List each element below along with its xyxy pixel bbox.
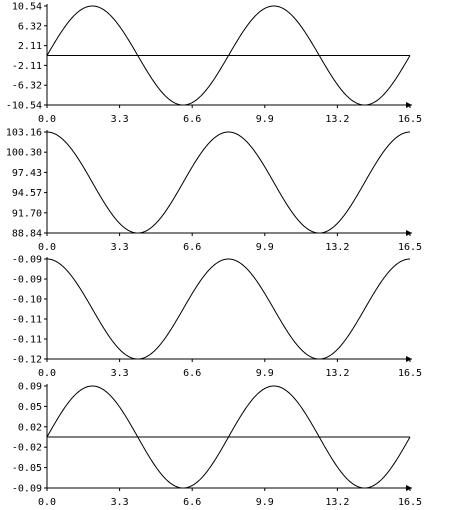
- y-tick-label: -0.02: [12, 443, 42, 454]
- y-tick-label: 97.43: [12, 168, 42, 179]
- x-tick-label: 16.5: [398, 497, 422, 508]
- x-tick-label: 0.0: [38, 368, 56, 379]
- y-tick-label: 6.32: [18, 21, 42, 32]
- x-tick-label: 16.5: [398, 242, 422, 253]
- x-tick-label: 16.5: [398, 368, 422, 379]
- x-axis-arrow-icon: [406, 102, 412, 108]
- series-line: [46, 385, 411, 489]
- y-tick-label: -0.11: [12, 315, 42, 326]
- x-tick-label: 9.9: [256, 368, 274, 379]
- y-tick-label: 10.54: [12, 2, 42, 13]
- y-tick-label: -0.09: [12, 255, 42, 266]
- x-tick-label: 3.3: [111, 368, 129, 379]
- y-tick-label: 103.16: [6, 128, 42, 139]
- x-tick-label: 6.6: [183, 368, 201, 379]
- y-tick-label: -0.10: [12, 295, 42, 306]
- y-tick-label: -0.09: [12, 484, 42, 495]
- chart-panel-1: 10.54 6.32 2.11 -2.11 -6.32 -10.54 0.0 3.3 6.6 9.…: [6, 2, 422, 126]
- y-tick-label: 100.30: [6, 148, 42, 159]
- x-tick-label: 0.0: [38, 497, 56, 508]
- y-tick-label: 0.09: [18, 382, 42, 393]
- y-tick-label: -10.54: [6, 101, 42, 112]
- y-tick-label: 88.84: [12, 229, 42, 240]
- x-tick-label: 6.6: [183, 497, 201, 508]
- x-tick-label: 13.2: [325, 368, 349, 379]
- x-tick-label: 9.9: [256, 114, 274, 125]
- y-tick-label: -2.11: [12, 61, 42, 72]
- x-tick-label: 3.3: [111, 114, 129, 125]
- y-tick-label: -0.09: [12, 275, 42, 286]
- x-axis-arrow-icon: [406, 485, 412, 491]
- series-line: [46, 131, 411, 234]
- y-tick-label: 0.02: [18, 422, 42, 433]
- series-line: [46, 5, 411, 106]
- y-tick-label: -0.05: [12, 463, 42, 474]
- x-axis-arrow-icon: [406, 356, 412, 362]
- x-tick-label: 9.9: [256, 497, 274, 508]
- x-tick-label: 13.2: [325, 242, 349, 253]
- y-tick-label: -6.32: [12, 81, 42, 92]
- y-tick-label: 2.11: [18, 41, 42, 52]
- x-tick-label: 3.3: [111, 242, 129, 253]
- y-tick-label: -0.12: [12, 355, 42, 366]
- x-tick-label: 16.5: [398, 114, 422, 125]
- y-tick-label: 91.70: [12, 208, 42, 219]
- x-tick-label: 6.6: [183, 114, 201, 125]
- x-tick-label: 13.2: [325, 497, 349, 508]
- y-tick-label: -0.11: [12, 335, 42, 346]
- x-tick-label: 13.2: [325, 114, 349, 125]
- x-tick-label: 6.6: [183, 242, 201, 253]
- chart-panel-2: 103.16 100.30 97.43 94.57 91.70 88.84 0.0 3.3 6.…: [6, 128, 422, 254]
- chart-panel-4: 0.09 0.05 0.02 -0.02 -0.05 -0.09 0.0 3.3 6.6 9.9 1…: [12, 382, 422, 509]
- x-axis-arrow-icon: [406, 230, 412, 236]
- series-line: [46, 258, 411, 360]
- y-tick-label: 94.57: [12, 188, 42, 199]
- x-tick-label: 0.0: [38, 242, 56, 253]
- chart-panel-3: -0.09 -0.09 -0.10 -0.11 -0.11 -0.12 0.0 3.3 6.6 9…: [12, 255, 422, 380]
- x-tick-label: 0.0: [38, 114, 56, 125]
- x-tick-label: 9.9: [256, 242, 274, 253]
- y-tick-label: 0.05: [18, 402, 42, 413]
- x-tick-label: 3.3: [111, 497, 129, 508]
